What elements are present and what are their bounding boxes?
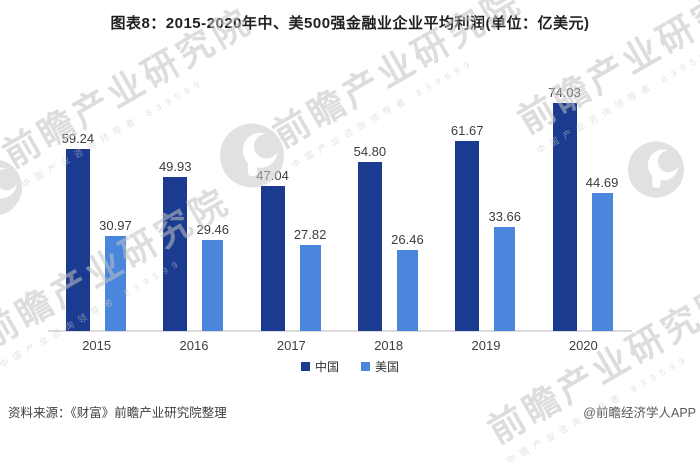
- bar-value-label: 44.69: [585, 175, 619, 190]
- bar-usa-2019: [494, 227, 516, 331]
- bar-china-2016: [163, 177, 188, 331]
- bar-china-2015: [65, 149, 90, 331]
- x-axis-tick-2019: 2019: [471, 338, 501, 353]
- bar-group-2015: 59.24 30.97: [48, 81, 145, 331]
- bar-col-usa-2019: 33.66: [488, 209, 521, 331]
- bar-col-usa-2016: 29.46: [196, 222, 229, 331]
- plot-area: 59.24 30.97 49.93 29.46 47.04 27.82 54.80 26.46…: [48, 81, 632, 331]
- bar-col-usa-2018: 26.46: [391, 232, 424, 331]
- bar-value-label: 49.93: [158, 159, 192, 174]
- bar-china-2018: [357, 162, 382, 331]
- bar-col-china-2020: 74.03: [548, 85, 581, 331]
- bar-usa-2018: [396, 250, 418, 331]
- legend-item-usa: 美国: [361, 358, 399, 375]
- x-axis-tick-2015: 2015: [82, 338, 112, 353]
- bar-usa-2017: [299, 245, 321, 331]
- bar-col-china-2019: 61.67: [450, 123, 484, 331]
- source-note: 资料来源：《财富》前瞻产业研究院整理: [8, 406, 227, 420]
- bar-value-label: 74.03: [548, 85, 581, 100]
- bar-china-2020: [552, 103, 577, 331]
- legend-label-usa: 美国: [375, 360, 400, 374]
- bar-col-china-2016: 49.93: [158, 159, 192, 331]
- bar-value-label: 30.97: [99, 218, 132, 233]
- legend-swatch-usa-icon: [361, 362, 370, 371]
- bar-group-2016: 49.93 29.46: [145, 81, 242, 331]
- app-credit: @前瞻经济学人APP: [583, 406, 696, 420]
- legend-item-china: 中国: [300, 358, 339, 375]
- bar-value-label: 26.46: [391, 232, 424, 247]
- bar-group-2018: 54.80 26.46: [340, 81, 437, 331]
- bar-china-2019: [455, 141, 480, 331]
- legend: 中国 美国: [0, 358, 700, 375]
- watermark-logo-icon: [627, 141, 685, 204]
- x-axis-ticks: 2015 2016 2017 2018 2019 2020: [48, 338, 632, 353]
- chart-title: 图表8：2015-2020年中、美500强金融业企业平均利润(单位：亿美元): [110, 15, 590, 32]
- x-axis-tick-2020: 2020: [568, 338, 598, 353]
- bar-value-label: 47.04: [256, 168, 289, 183]
- bar-value-label: 33.66: [488, 209, 522, 224]
- bar-col-usa-2017: 27.82: [293, 227, 327, 331]
- watermark-logo-icon: [0, 159, 23, 222]
- bar-usa-2020: [591, 193, 613, 331]
- x-axis-tick-2017: 2017: [276, 338, 306, 353]
- x-axis-line: [48, 330, 632, 332]
- x-axis-tick-2018: 2018: [374, 338, 404, 353]
- bar-usa-2016: [202, 240, 224, 331]
- bar-col-usa-2020: 44.69: [585, 175, 619, 331]
- bar-col-usa-2015: 30.97: [99, 218, 132, 331]
- bar-value-label: 61.67: [450, 123, 484, 138]
- bar-china-2017: [260, 186, 285, 331]
- bar-value-label: 29.46: [196, 222, 230, 237]
- bar-value-label: 27.82: [293, 227, 327, 242]
- bar-group-2019: 61.67 33.66: [437, 81, 534, 331]
- bar-col-china-2015: 59.24: [61, 131, 95, 331]
- legend-label-china: 中国: [314, 360, 339, 374]
- legend-swatch-china-icon: [300, 362, 310, 371]
- bar-col-china-2017: 47.04: [256, 168, 289, 331]
- bar-value-label: 54.80: [353, 144, 387, 159]
- bar-col-china-2018: 54.80: [353, 144, 387, 331]
- bar-value-label: 59.24: [61, 131, 95, 146]
- bar-usa-2015: [104, 236, 126, 331]
- x-axis-tick-2016: 2016: [179, 338, 209, 353]
- bar-group-2017: 47.04 27.82: [243, 81, 340, 331]
- footer: 资料来源：《财富》前瞻产业研究院整理 @前瞻经济学人APP: [8, 402, 696, 421]
- bar-group-2020: 74.03 44.69: [535, 81, 632, 331]
